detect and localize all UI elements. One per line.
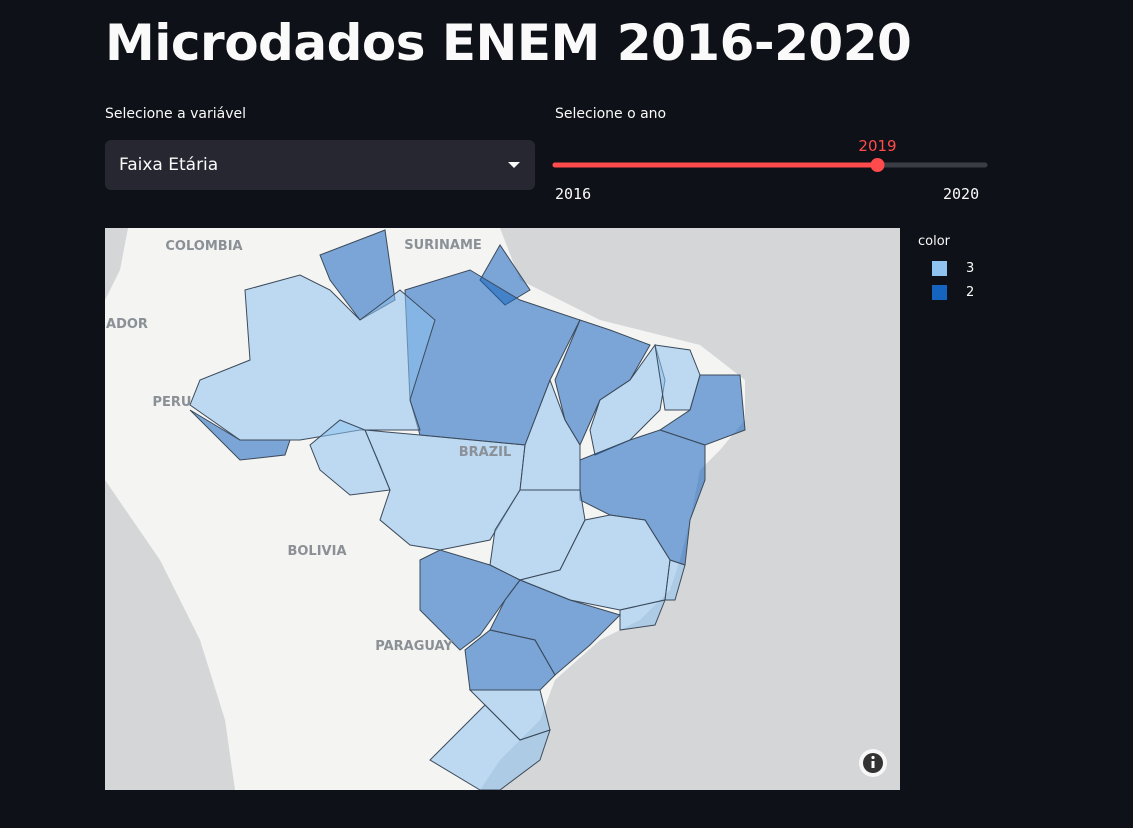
year-slider[interactable]: 2019	[550, 135, 990, 205]
state-region[interactable]	[189, 409, 291, 461]
state-region[interactable]	[619, 599, 666, 631]
legend-item[interactable]: 3	[932, 256, 974, 280]
select-label: Selecione a variável	[105, 106, 246, 122]
slider-thumb[interactable]	[870, 158, 885, 172]
state-region[interactable]	[364, 429, 526, 551]
legend-title: color	[918, 234, 951, 249]
state-region[interactable]	[589, 343, 666, 456]
state-region[interactable]	[579, 429, 706, 566]
place-label: PARAGUAY	[375, 639, 453, 654]
place-label: BRAZIL	[459, 445, 512, 460]
info-button[interactable]	[859, 749, 887, 777]
legend-item[interactable]: 2	[932, 280, 974, 304]
place-label: ADOR	[106, 317, 148, 332]
dropdown-arrow	[508, 162, 520, 168]
slider-label: Selecione o ano	[555, 106, 667, 122]
slider-min: 2016	[555, 185, 592, 203]
place-label: COLOMBIA	[165, 239, 242, 254]
legend-label: 2	[966, 284, 975, 300]
place-label: BOLIVIA	[287, 544, 346, 559]
select-value: Faixa Etária	[119, 155, 219, 175]
legend-swatch	[932, 260, 947, 276]
variable-select[interactable]: Faixa Etária	[105, 140, 535, 190]
place-label: PERU	[153, 395, 192, 410]
choropleth-map: COLOMBIA SURINAME ADOR PERU BRAZIL BOLIV…	[105, 228, 900, 790]
state-region[interactable]	[664, 559, 686, 601]
place-label: SURINAME	[404, 238, 482, 253]
page-title: Microdados ENEM 2016-2020	[105, 14, 912, 72]
slider-max: 2020	[943, 185, 980, 203]
legend-swatch	[932, 284, 947, 300]
legend-label: 3	[966, 260, 975, 276]
slider-value: 2019	[858, 137, 896, 155]
atlantic-ocean	[480, 228, 900, 790]
state-region[interactable]	[429, 704, 551, 790]
pacific-ocean	[105, 228, 128, 300]
pacific-ocean	[105, 480, 235, 790]
